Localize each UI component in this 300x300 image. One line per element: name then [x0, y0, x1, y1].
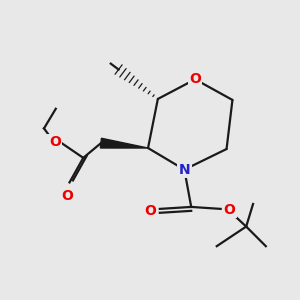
Text: O: O [49, 135, 61, 149]
Text: O: O [189, 72, 201, 86]
Text: O: O [224, 203, 236, 217]
Text: O: O [61, 189, 74, 203]
Text: O: O [144, 204, 156, 218]
Polygon shape [100, 138, 148, 148]
Text: N: N [178, 163, 190, 177]
